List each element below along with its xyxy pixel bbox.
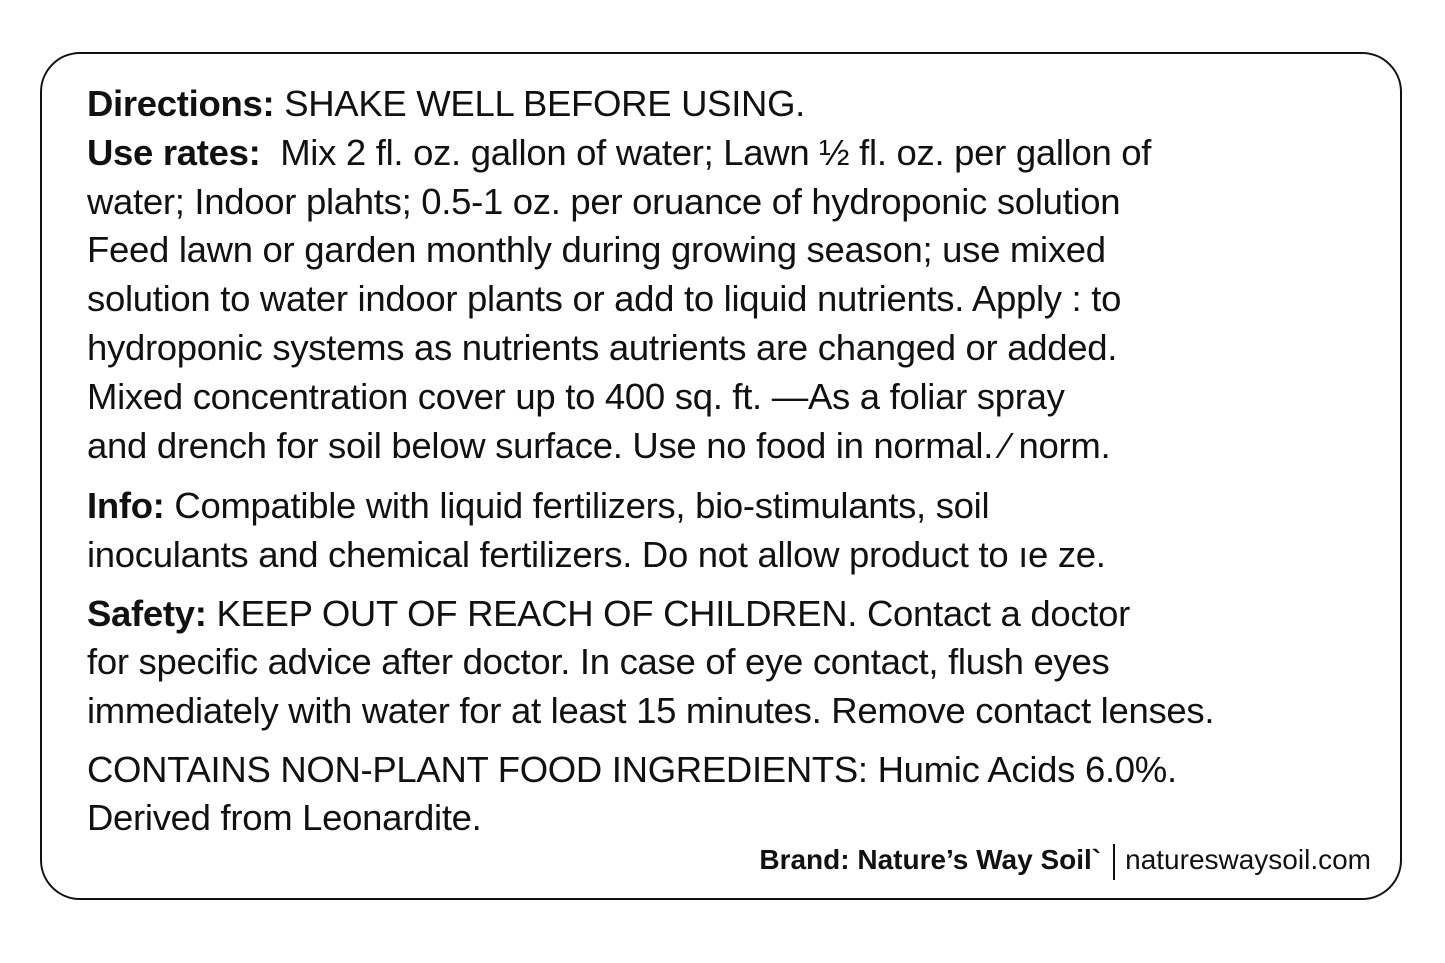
footer: Brand: Nature’s Way Soil` natureswaysoil.… bbox=[759, 840, 1371, 880]
use-rates-line-5: hydroponic systems as nutrients autrient… bbox=[87, 327, 1118, 368]
label-card bbox=[40, 52, 1402, 900]
divider bbox=[1113, 843, 1116, 880]
brand-name: Brand: Nature’s Way Soil` bbox=[759, 844, 1102, 875]
safety-line-2: for specific advice after doctor. In cas… bbox=[87, 641, 1110, 682]
ingredients-line-1: CONTAINS NON-PLANT FOOD INGREDIENTS: Hum… bbox=[87, 749, 1177, 790]
directions-label: Directions: bbox=[87, 83, 275, 124]
use-rates-line-6: Mixed concentration cover up to 400 sq. … bbox=[87, 376, 1065, 417]
safety-label: Safety: bbox=[87, 593, 207, 634]
use-rates-label: Use rates: bbox=[87, 132, 261, 173]
info-label: Info: bbox=[87, 485, 165, 526]
info-line-2: inoculants and chemical fertilizers. Do … bbox=[87, 534, 1106, 575]
use-rates-line-1: Use rates: Mix 2 fl. oz. gallon of water… bbox=[87, 131, 1151, 175]
directions-line: Directions: SHAKE WELL BEFORE USING. bbox=[87, 82, 805, 126]
use-rates-text: Mix 2 fl. oz. gallon of water; Lawn ½ fl… bbox=[280, 132, 1152, 173]
use-rates-line-7: and drench for soil below surface. Use n… bbox=[87, 425, 1111, 466]
use-rates-line-4: solution to water indoor plants or add t… bbox=[87, 278, 1122, 319]
safety-text: KEEP OUT OF REACH OF CHILDREN. Contact a… bbox=[216, 593, 1130, 634]
info-text: Compatible with liquid fertilizers, bio-… bbox=[174, 485, 990, 526]
safety-line-1: Safety: KEEP OUT OF REACH OF CHILDREN. C… bbox=[87, 592, 1130, 636]
ingredients-line-2: Derived from Leonardite. bbox=[87, 797, 482, 838]
safety-line-3: immediately with water for at least 15 m… bbox=[87, 690, 1215, 731]
directions-text: SHAKE WELL BEFORE USING. bbox=[284, 83, 806, 124]
use-rates-line-2: water; Indoor plahts; 0.5-1 oz. per orua… bbox=[87, 181, 1121, 222]
website: natureswaysoil.com bbox=[1125, 844, 1371, 875]
use-rates-line-3: Feed lawn or garden monthly during growi… bbox=[87, 229, 1106, 270]
info-line-1: Info: Compatible with liquid fertilizers… bbox=[87, 484, 990, 528]
